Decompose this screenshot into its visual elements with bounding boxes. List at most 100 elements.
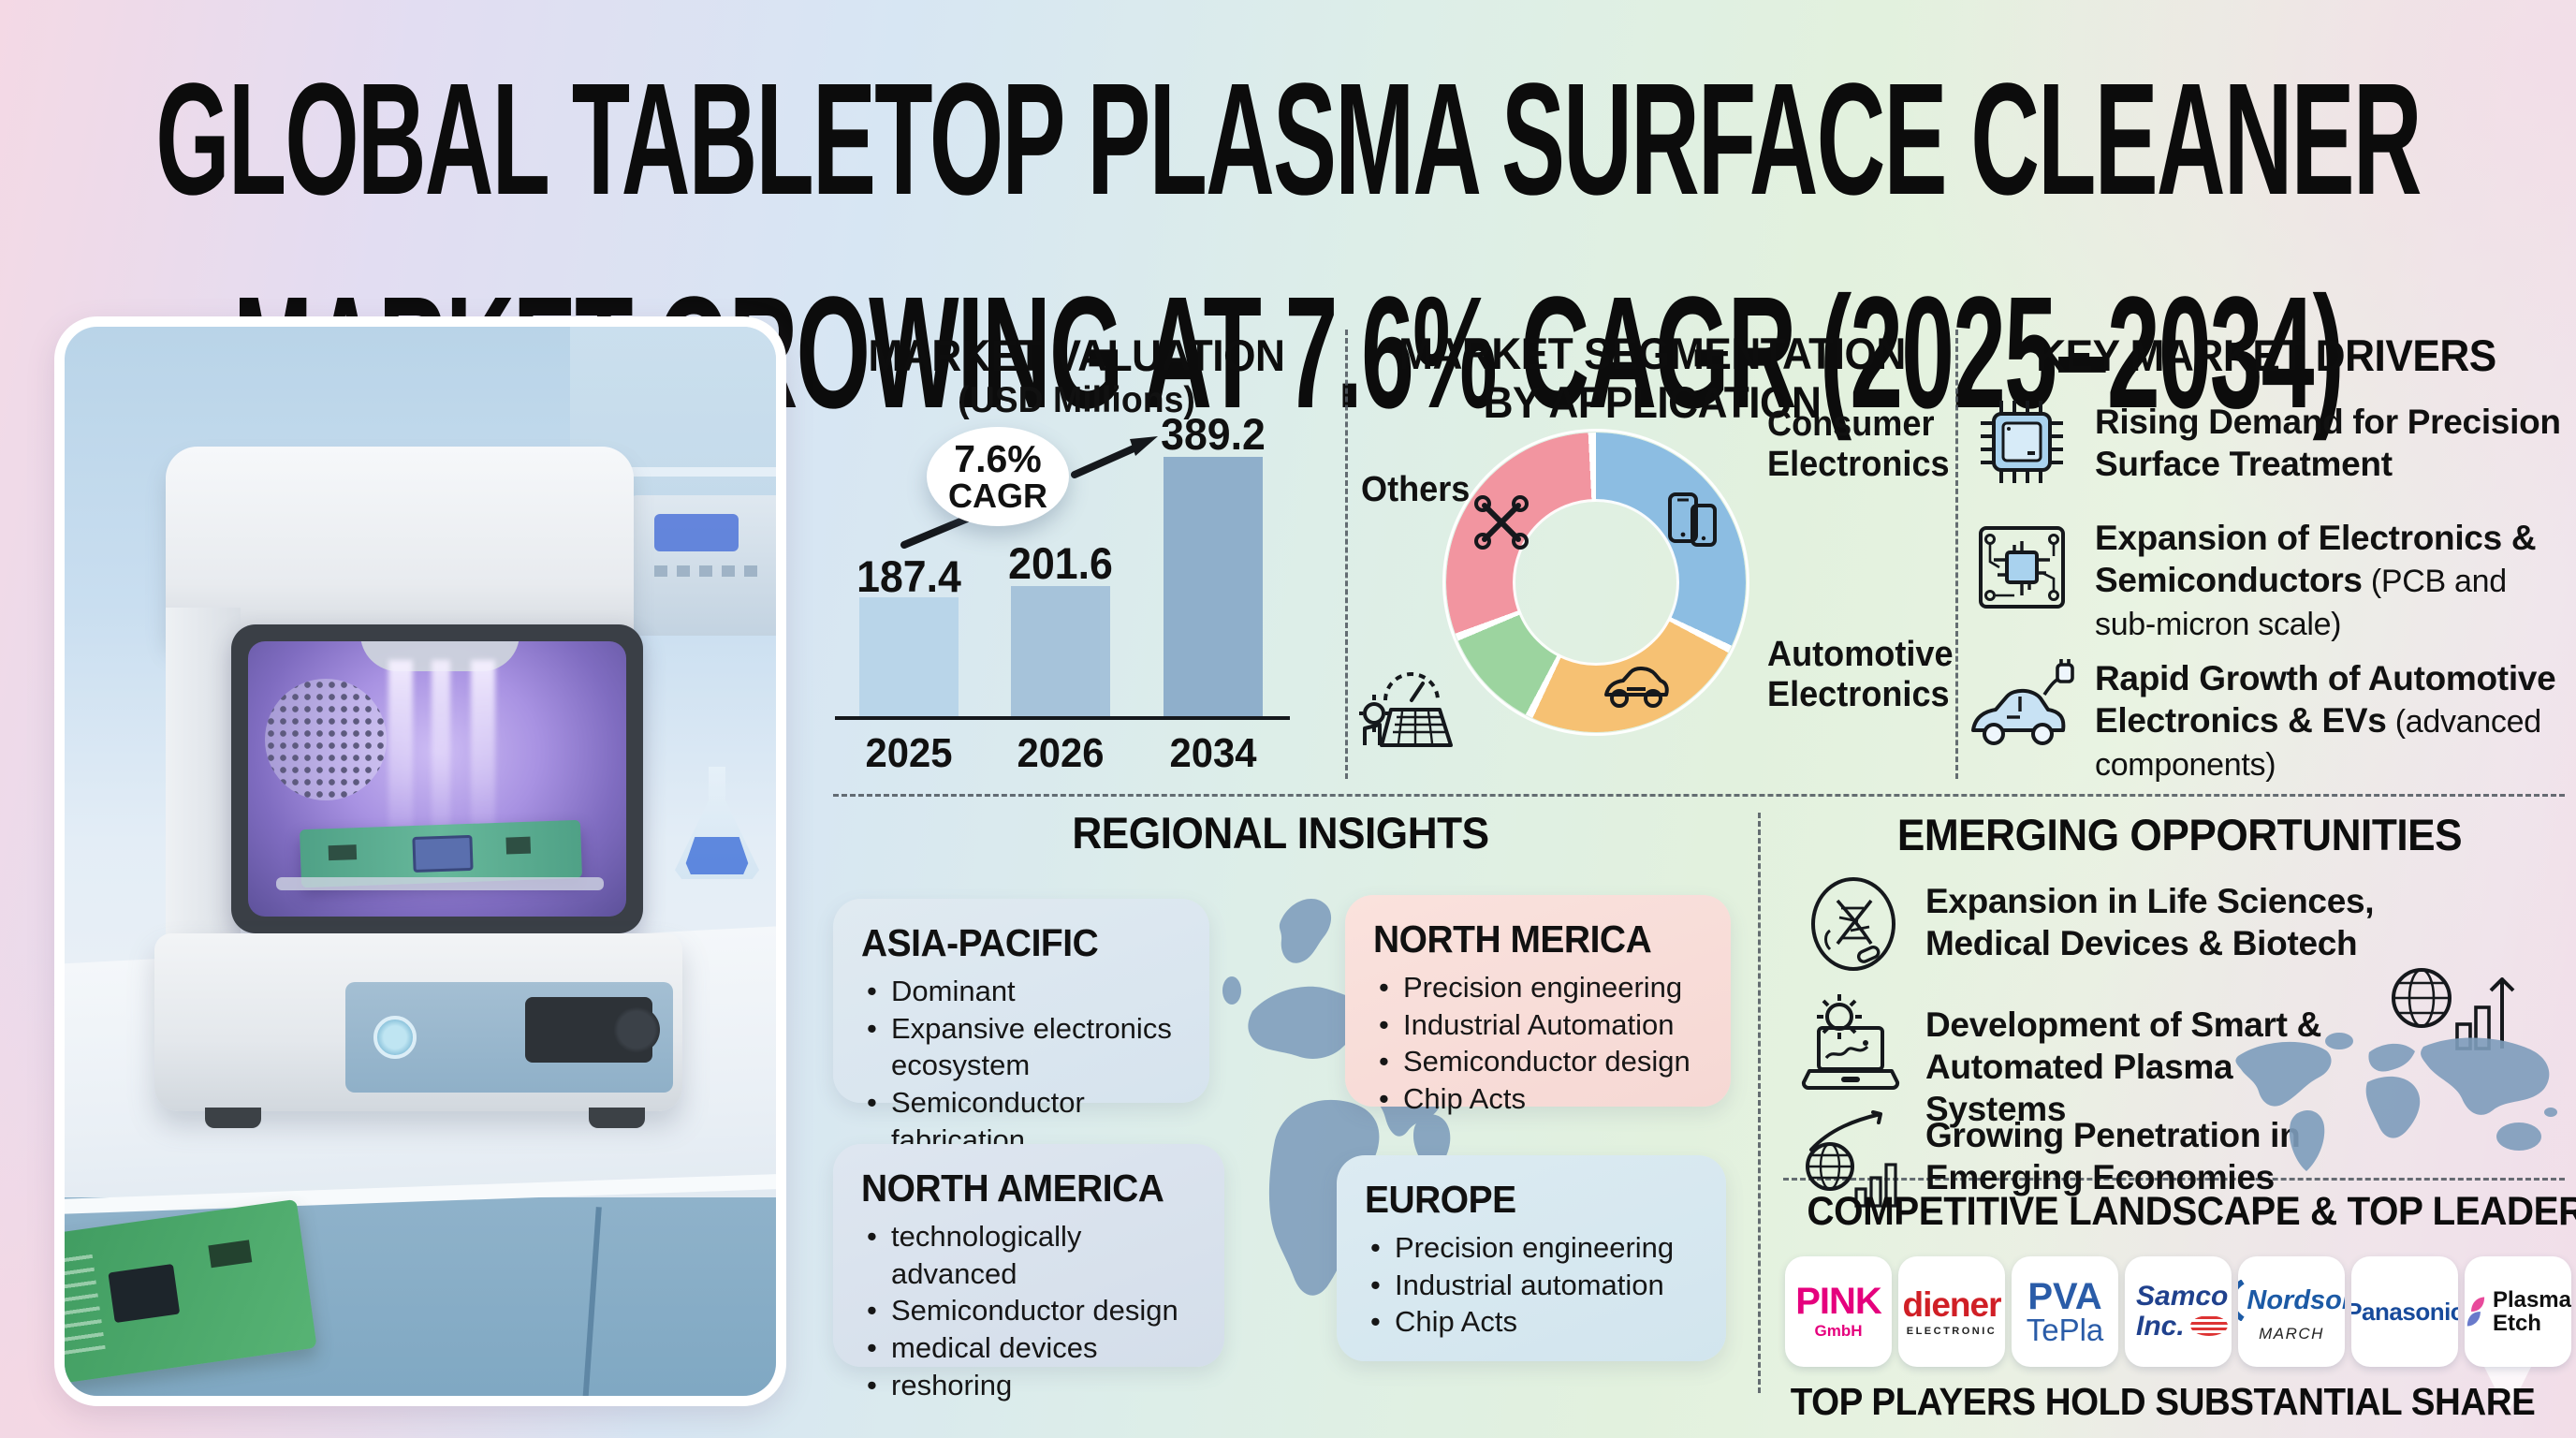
pcb-icon — [1979, 526, 2065, 609]
pcb-connector — [54, 1211, 56, 1248]
logo-diener: diener ELECTRONIC — [1898, 1256, 2005, 1367]
arrowhead-icon — [1130, 436, 1158, 456]
competitive-section: COMPETITIVE LANDSCAPE & TOP LEADERS PINK… — [1783, 1181, 2576, 1438]
driver-3-text: Rapid Growth of Automotive Electronics &… — [2095, 659, 2556, 741]
bar-value-2034: 389.2 — [1161, 409, 1266, 459]
driver-2-note: (PCB and sub-micron scale) — [2095, 564, 2507, 642]
world-map-mini — [2235, 1033, 2557, 1171]
logo-text: Panasonic — [2351, 1297, 2458, 1326]
separator-vertical-1 — [1345, 330, 1348, 779]
machine-foot — [589, 1108, 645, 1128]
plasma-beam — [388, 660, 413, 838]
pcb-component — [328, 844, 358, 861]
driver-3-note: (advanced components) — [2095, 704, 2541, 783]
logo-plasma-etch: Plasma Etch — [2465, 1256, 2571, 1367]
machine-lid — [166, 447, 634, 643]
cagr-rate: 7.6% — [954, 436, 1042, 480]
region-bullet: Chip Acts — [1373, 1080, 1703, 1118]
opportunity-1-text: Expansion in Life Sciences, Medical Devi… — [1925, 882, 2375, 963]
region-bullet: medical devices — [861, 1329, 1196, 1367]
dna-icon — [1811, 877, 1895, 971]
logo-panasonic: Panasonic — [2351, 1256, 2458, 1367]
nordson-arc-icon — [2238, 1280, 2246, 1321]
regional-heading: REGIONAL INSIGHTS — [1072, 808, 1489, 858]
globe-growth-icon — [2392, 968, 2515, 1050]
competitive-tagline: TOP PLAYERS HOLD SUBSTANTIAL SHARE — [1790, 1380, 2536, 1423]
cagr-arrow-lines — [900, 436, 1158, 549]
regional-insights-section: REGIONAL INSIGHTS ASIA-PACIFIC Dominant … — [824, 805, 1760, 1404]
market-valuation-heading: MARKET VALUATION — [868, 330, 1285, 380]
pcb-chip — [208, 1240, 253, 1269]
samco-stripes-icon — [2189, 1315, 2228, 1336]
bar-2034 — [1164, 457, 1263, 716]
bar-2026 — [1011, 586, 1110, 716]
separator-vertical-3 — [1758, 813, 1761, 1393]
car-icon — [1604, 667, 1669, 708]
region-bullet: Precision engineering — [1373, 969, 1703, 1006]
logo-row: PINK GmbH diener ELECTRONIC PVA TePla Sa… — [1785, 1256, 2571, 1367]
map-greenland — [2325, 1033, 2353, 1049]
map-island — [2544, 1108, 2557, 1117]
ev-car-icon — [1971, 659, 2074, 745]
driver-2-text: Expansion of Electronics & Semiconductor… — [2095, 519, 2537, 600]
market-valuation-section: MARKET VALUATION (USD Millions) 7.6% CAG… — [824, 318, 1348, 796]
driver-item-2: Expansion of Electronics & Semiconductor… — [2095, 517, 2572, 644]
region-bullet: technologically advanced — [861, 1218, 1196, 1292]
map-asia — [2421, 1037, 2550, 1115]
separator-vertical-2 — [1955, 330, 1958, 779]
logo-text: diener — [1902, 1284, 2001, 1324]
chip-icon — [1981, 401, 2063, 483]
year-label-2025: 2025 — [865, 730, 953, 776]
logo-pink-gmbh: PINK GmbH — [1785, 1256, 1892, 1367]
region-bullet: Semiconductor design — [1373, 1043, 1703, 1080]
segment-label-consumer: Consumer Electronics — [1767, 404, 1950, 484]
region-bullets: technologically advanced Semiconductor d… — [861, 1218, 1196, 1403]
year-label-2026: 2026 — [1017, 730, 1105, 776]
region-card-europe: EUROPE Precision engineering Industrial … — [1337, 1155, 1726, 1361]
region-bullet: Expansive electronics ecosystem — [861, 1010, 1181, 1084]
machine-body-left — [166, 608, 241, 982]
region-title: NORTH MERICA — [1373, 917, 1652, 961]
pcb-chip — [412, 834, 474, 873]
map-australia — [2496, 1123, 2541, 1151]
driver-item-1: Rising Demand for Precision Surface Trea… — [2095, 401, 2572, 486]
region-bullets: Dominant Expansive electronics ecosystem… — [861, 973, 1181, 1158]
region-bullet: Dominant — [861, 973, 1181, 1010]
bar-value-2025: 187.4 — [856, 551, 961, 601]
map-scandinavia — [1279, 898, 1332, 963]
region-bullet: Semiconductor design — [861, 1292, 1196, 1329]
pcb-component — [505, 836, 532, 855]
region-bullet: Precision engineering — [1365, 1229, 1698, 1267]
region-card-north-merica: NORTH MERICA Precision engineering Indus… — [1345, 895, 1731, 1117]
map-europe — [1248, 986, 1374, 1059]
logo-text: PINK — [1795, 1281, 1882, 1322]
bar-2025 — [859, 597, 959, 716]
smart-system-icon — [1801, 994, 1900, 1090]
region-title: ASIA-PACIFIC — [861, 921, 1099, 964]
cagr-label: CAGR — [948, 476, 1047, 515]
logo-text: Plasma — [2492, 1286, 2571, 1313]
lab-instrument-screen — [654, 514, 739, 551]
pcb-traces — [65, 1246, 106, 1357]
map-africa — [2365, 1076, 2421, 1138]
region-bullet: Chip Acts — [1365, 1303, 1698, 1341]
region-card-north-america: NORTH AMERICA technologically advanced S… — [833, 1144, 1224, 1403]
region-bullet: Industrial automation — [1365, 1267, 1698, 1304]
logo-text: Samco — [2136, 1280, 2229, 1312]
opportunities-section: EMERGING OPPORTUNITIES Expansion in Life… — [1783, 805, 2576, 1208]
logo-subtext: TePla — [2026, 1312, 2104, 1347]
segment-label-others: Others — [1361, 470, 1471, 509]
region-card-asia-pacific: ASIA-PACIFIC Dominant Expansive electron… — [833, 899, 1209, 1156]
machine-foot — [205, 1108, 261, 1128]
region-title: NORTH AMERICA — [861, 1167, 1164, 1210]
cagr-badge: 7.6% CAGR — [927, 427, 1069, 526]
driver-item-3: Rapid Growth of Automotive Electronics &… — [2095, 657, 2572, 785]
lab-instrument-buttons — [654, 565, 757, 577]
year-label-2034: 2034 — [1169, 730, 1257, 776]
region-bullet: reshoring — [861, 1367, 1196, 1404]
plasma-cleaner-photo — [54, 316, 786, 1406]
opportunity-item-1: Expansion in Life Sciences, Medical Devi… — [1925, 880, 2496, 964]
page-title-line1: GLOBAL TABLETOP PLASMA SURFACE CLEANER — [155, 51, 2422, 228]
plasma-beam — [432, 660, 450, 843]
emerging-growth-icon — [1806, 1110, 1897, 1208]
